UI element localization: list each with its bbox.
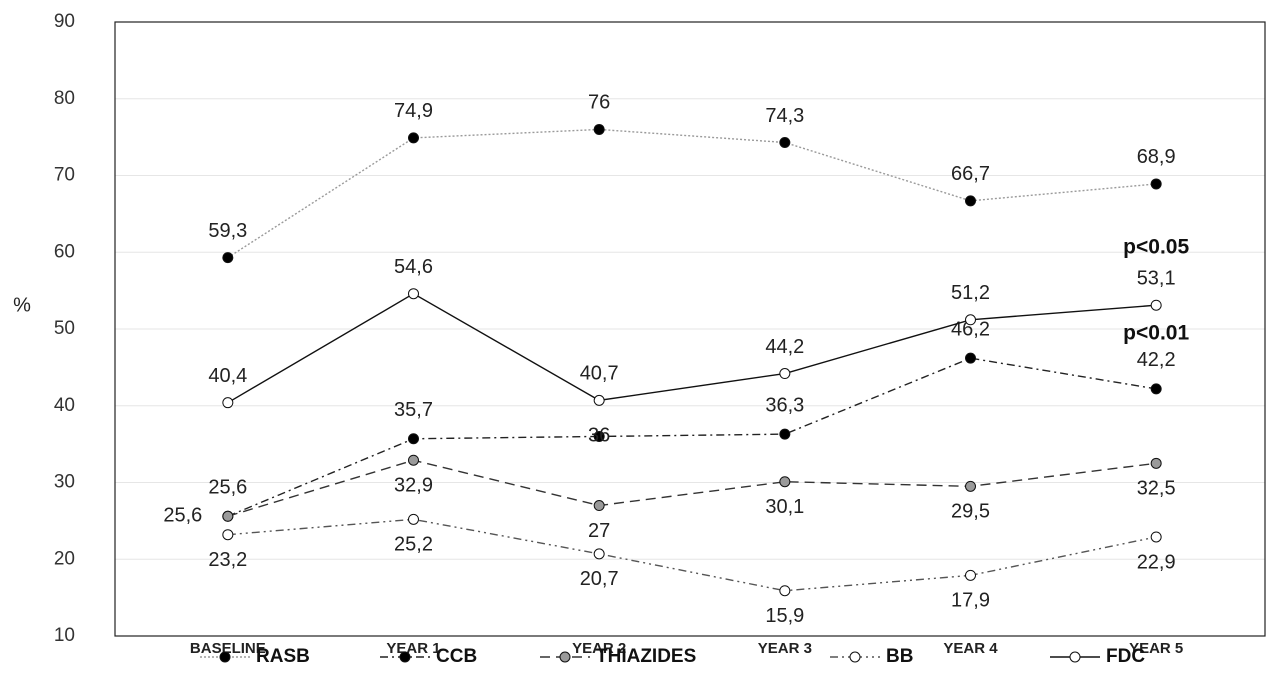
value-label: 74,9 bbox=[394, 100, 433, 122]
marker bbox=[1150, 383, 1162, 395]
annotation: p<0.05 bbox=[1123, 236, 1189, 259]
value-label: 23,2 bbox=[208, 549, 247, 571]
legend-label: RASB bbox=[256, 646, 310, 667]
y-tick-label: 40 bbox=[54, 395, 75, 416]
marker bbox=[1150, 531, 1162, 543]
value-label: 25,2 bbox=[394, 534, 433, 556]
marker bbox=[593, 394, 605, 406]
annotation: p<0.01 bbox=[1123, 322, 1189, 345]
value-label: 68,9 bbox=[1137, 146, 1176, 168]
legend-label: BB bbox=[886, 646, 913, 667]
x-tick-label: YEAR 3 bbox=[758, 640, 812, 657]
legend-label: FDC bbox=[1106, 646, 1145, 667]
value-label: 44,2 bbox=[765, 336, 804, 358]
legend-marker bbox=[559, 651, 571, 663]
value-label: 76 bbox=[588, 92, 610, 114]
marker bbox=[222, 252, 234, 264]
value-label: 20,7 bbox=[580, 568, 619, 590]
marker bbox=[1150, 457, 1162, 469]
marker bbox=[593, 123, 605, 135]
marker bbox=[222, 510, 234, 522]
value-label: 66,7 bbox=[951, 163, 990, 185]
y-tick-label: 70 bbox=[54, 165, 75, 186]
legend-marker bbox=[219, 651, 231, 663]
marker bbox=[779, 368, 791, 380]
marker bbox=[779, 585, 791, 597]
value-label: 36 bbox=[588, 425, 610, 447]
y-tick-label: 60 bbox=[54, 241, 75, 262]
marker bbox=[408, 513, 419, 525]
value-label: 36,3 bbox=[765, 394, 804, 416]
value-label: 74,3 bbox=[765, 105, 804, 127]
marker bbox=[779, 476, 791, 488]
y-tick-label: 90 bbox=[54, 11, 75, 32]
marker bbox=[222, 397, 234, 409]
marker bbox=[593, 548, 605, 560]
marker bbox=[593, 430, 605, 442]
series-line bbox=[227, 518, 1157, 592]
legend-marker bbox=[1069, 651, 1081, 663]
value-label: 29,5 bbox=[951, 501, 990, 523]
marker bbox=[408, 454, 419, 466]
value-label: 54,6 bbox=[394, 256, 433, 278]
value-label: 42,2 bbox=[1137, 349, 1176, 371]
series-line bbox=[227, 459, 1157, 517]
marker bbox=[1150, 299, 1162, 311]
value-label: 35,7 bbox=[394, 399, 433, 421]
marker bbox=[408, 132, 419, 144]
plot-frame bbox=[114, 21, 1266, 637]
marker bbox=[408, 288, 419, 300]
y-axis-label: % bbox=[13, 294, 31, 316]
value-label: 27 bbox=[588, 520, 610, 542]
marker bbox=[965, 352, 976, 364]
y-tick-label: 80 bbox=[54, 88, 75, 109]
marker bbox=[779, 136, 791, 148]
marker bbox=[222, 529, 234, 541]
marker bbox=[965, 569, 976, 581]
marker bbox=[779, 428, 791, 440]
marker bbox=[408, 433, 419, 445]
y-tick-label: 20 bbox=[54, 548, 75, 569]
value-label: 15,9 bbox=[765, 605, 804, 627]
marker bbox=[965, 314, 976, 326]
value-label: 40,7 bbox=[580, 363, 619, 385]
x-tick-label: YEAR 1 bbox=[386, 640, 440, 657]
y-tick-label: 50 bbox=[54, 318, 75, 339]
value-label: 17,9 bbox=[951, 590, 990, 612]
value-label: 46,2 bbox=[951, 318, 990, 340]
value-label: 51,2 bbox=[951, 282, 990, 304]
legend-label: CCB bbox=[436, 646, 477, 667]
marker bbox=[1150, 178, 1162, 190]
marker bbox=[965, 195, 976, 207]
value-label: 32,9 bbox=[394, 475, 433, 497]
value-label: 22,9 bbox=[1137, 551, 1176, 573]
series-line bbox=[227, 292, 1157, 404]
marker bbox=[593, 500, 605, 512]
x-tick-label: BASELINE bbox=[190, 640, 266, 657]
x-tick-label: YEAR 2 bbox=[572, 640, 626, 657]
value-label: 25,6 bbox=[208, 477, 247, 499]
value-label: 59,3 bbox=[208, 220, 247, 242]
legend-marker bbox=[849, 651, 861, 663]
series-line bbox=[227, 128, 1157, 259]
value-label: 30,1 bbox=[765, 496, 804, 518]
series-line bbox=[227, 357, 1157, 517]
legend-label: THIAZIDES bbox=[596, 646, 696, 667]
value-label: 32,5 bbox=[1137, 478, 1176, 500]
x-tick-label: YEAR 4 bbox=[943, 640, 998, 657]
value-label: 53,1 bbox=[1137, 267, 1176, 289]
y-tick-label: 30 bbox=[54, 472, 75, 493]
marker bbox=[965, 480, 976, 492]
x-tick-label: YEAR 5 bbox=[1129, 640, 1183, 657]
y-tick-label: 10 bbox=[54, 625, 75, 646]
value-label: 40,4 bbox=[208, 365, 247, 387]
legend-marker bbox=[399, 651, 411, 663]
value-label: 25,6 bbox=[163, 505, 202, 527]
